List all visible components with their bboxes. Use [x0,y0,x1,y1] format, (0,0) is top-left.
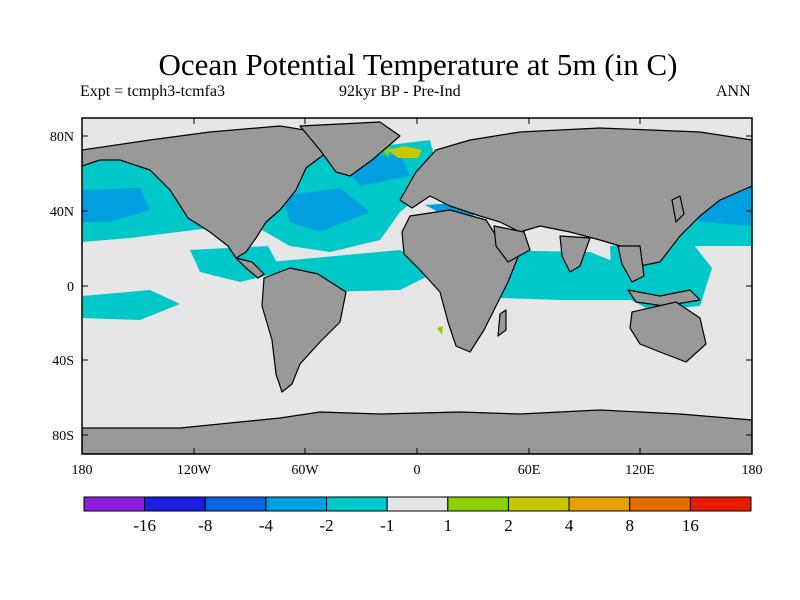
colorbar-swatch [629,496,691,512]
y-tick-label: 80S [52,429,74,444]
x-tick-label: 180 [72,463,93,478]
japan [671,195,685,223]
india [559,235,591,273]
africa [401,209,521,353]
antarctica [82,409,752,454]
gulf-stream-cooling [282,188,370,232]
experiment-label: Expt = tcmph3-tcmfa3 [80,83,225,100]
colorbar-swatch [326,496,388,512]
period-label: 92kyr BP - Pre-Ind [339,83,461,100]
colorbar-swatch [386,496,449,512]
x-tick-label: 60E [518,463,541,478]
colorbar-label: -8 [198,516,212,535]
land-masses [82,121,752,454]
colorbar-swatch [265,496,328,512]
y-tick-label: 40N [50,205,74,220]
indonesia [627,289,701,307]
barents-warming [388,146,422,158]
colorbar-label: 8 [625,516,634,535]
colorbar-label: -2 [319,516,333,535]
colorbar-swatch [83,496,146,512]
australia [629,301,707,363]
colorbar-swatch [507,496,570,512]
arabia [493,225,531,263]
central-america [235,257,265,279]
ne-pacific-cooling [82,188,150,222]
figure-title: Ocean Potential Temperature at 5m (in C) [158,47,678,82]
x-tick-label: 120W [177,463,212,478]
south-america [261,267,347,393]
colorbar-label: 1 [444,516,453,535]
colorbar-swatch [204,496,267,512]
y-tick-label: 80N [50,130,74,145]
small-warming-patch-south-atlantic [437,326,443,335]
colorbar-swatch [144,496,206,512]
colorbar-label: 16 [682,516,699,535]
x-tick-label: 0 [414,463,421,478]
eurasia [399,127,752,267]
colorbar: -16 -8 -4 -2 -1 1 2 4 8 16 [83,496,752,535]
colorbar-swatch [568,496,631,512]
season-label: ANN [716,83,751,100]
x-tick-labels: 180 120W 60W 0 60E 120E 180 [72,463,763,478]
barents-warming-edge [384,146,390,158]
southeast-asia [617,245,645,283]
y-tick-label: 0 [67,280,74,295]
madagascar [497,309,507,337]
y-tick-labels: 80N 40N 0 40S 80S [50,130,74,444]
x-tick-label: 60W [291,463,319,478]
colorbar-label: -4 [259,516,274,535]
greenland [299,121,401,177]
colorbar-label: -1 [380,516,394,535]
colorbar-label: -16 [133,516,156,535]
colorbar-swatch [689,496,752,512]
south-pacific-patch [82,290,180,320]
colorbar-label: 2 [504,516,513,535]
colorbar-label: 4 [565,516,574,535]
y-tick-label: 40S [52,354,74,369]
x-tick-label: 120E [625,463,655,478]
map-panel [82,118,752,454]
x-tick-label: 180 [742,463,763,478]
axis-ticks [82,118,752,454]
colorbar-swatch [447,496,509,512]
